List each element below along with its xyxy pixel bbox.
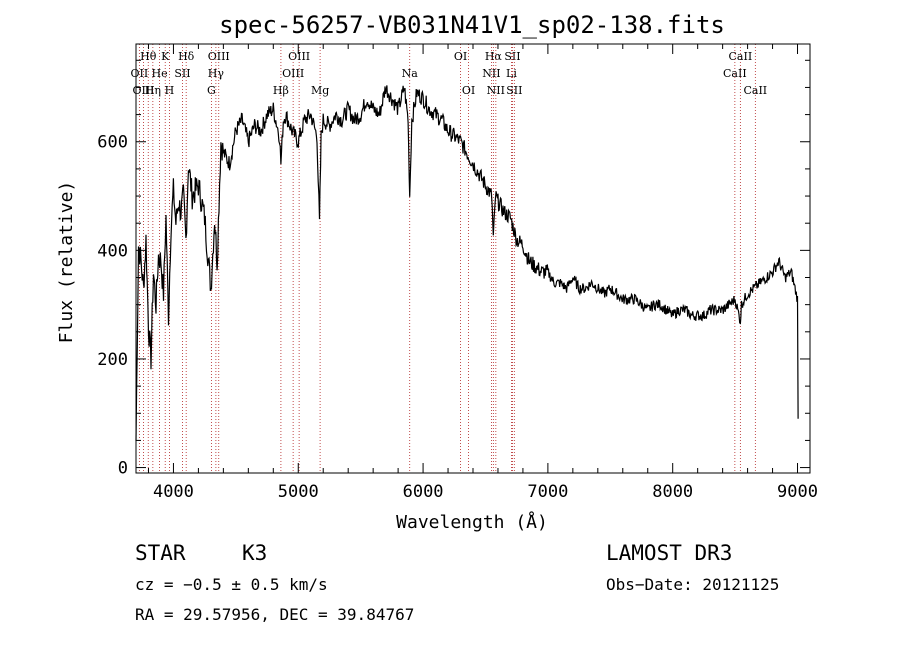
- spectrum-line: [135, 85, 799, 441]
- line-marker-label: OII: [131, 67, 149, 80]
- line-marker-label: SII: [506, 84, 522, 97]
- line-marker-label: CaII: [723, 67, 747, 80]
- survey-name: LAMOST DR3: [606, 541, 732, 565]
- x-tick-label: 4000: [153, 482, 194, 502]
- line-marker-label: SII: [504, 50, 520, 63]
- ra-dec: RA = 29.57956, DEC = 39.84767: [135, 605, 414, 624]
- line-marker-label: He: [152, 67, 168, 80]
- line-marker-label: OI: [454, 50, 467, 63]
- y-tick-label: 0: [118, 459, 128, 479]
- object-subclass: K3: [242, 541, 267, 565]
- x-axis-label: Wavelength (Å): [396, 511, 548, 533]
- line-marker-label: OIII: [288, 50, 310, 63]
- object-class: STAR: [135, 541, 186, 565]
- x-tick-label: 9000: [777, 482, 818, 502]
- line-marker-label: NII: [487, 84, 505, 97]
- line-marker-label: Mg: [311, 84, 329, 97]
- y-axis-ticks: 0 200 400 600: [97, 59, 810, 479]
- line-marker-label: Hγ: [208, 67, 225, 80]
- line-marker-label: K: [161, 50, 170, 63]
- chart-title: spec-56257-VB031N41V1_sp02-138.fits: [219, 11, 725, 39]
- line-marker-label: Li: [506, 67, 517, 80]
- line-marker-label: H: [165, 84, 175, 97]
- x-axis-ticks: 4000 5000 6000 7000 8000 9000: [147, 44, 818, 502]
- y-axis-label: Flux (relative): [56, 181, 77, 344]
- line-marker-label: NII: [482, 67, 500, 80]
- x-tick-label: 6000: [403, 482, 444, 502]
- y-tick-label: 400: [97, 241, 128, 261]
- line-marker-label: Hθ: [140, 50, 157, 63]
- line-marker-label: OIII: [282, 67, 304, 80]
- line-marker-label: Hβ: [273, 84, 289, 97]
- line-marker-label: Hδ: [178, 50, 195, 63]
- line-marker-label: OI: [462, 84, 475, 97]
- line-marker-label: Hη: [145, 84, 161, 97]
- line-marker-label: G: [207, 84, 216, 97]
- line-marker-label: CaII: [729, 50, 753, 63]
- y-tick-label: 600: [97, 133, 128, 153]
- redshift-cz: cz = −0.5 ± 0.5 km/s: [135, 575, 328, 594]
- observation-date: Obs−Date: 20121125: [606, 575, 779, 594]
- line-marker-label: Hα: [485, 50, 503, 63]
- line-marker-label: SII: [174, 67, 190, 80]
- x-tick-label: 5000: [278, 482, 319, 502]
- plot-frame: [135, 43, 811, 474]
- x-tick-label: 8000: [652, 482, 693, 502]
- line-marker-label: OIII: [208, 50, 230, 63]
- line-marker-label: CaII: [743, 84, 767, 97]
- spectrum-info: STAR K3 LAMOST DR3 cz = −0.5 ± 0.5 km/s …: [135, 541, 779, 624]
- line-marker-label: Na: [402, 67, 419, 80]
- x-tick-label: 7000: [527, 482, 568, 502]
- y-tick-label: 200: [97, 350, 128, 370]
